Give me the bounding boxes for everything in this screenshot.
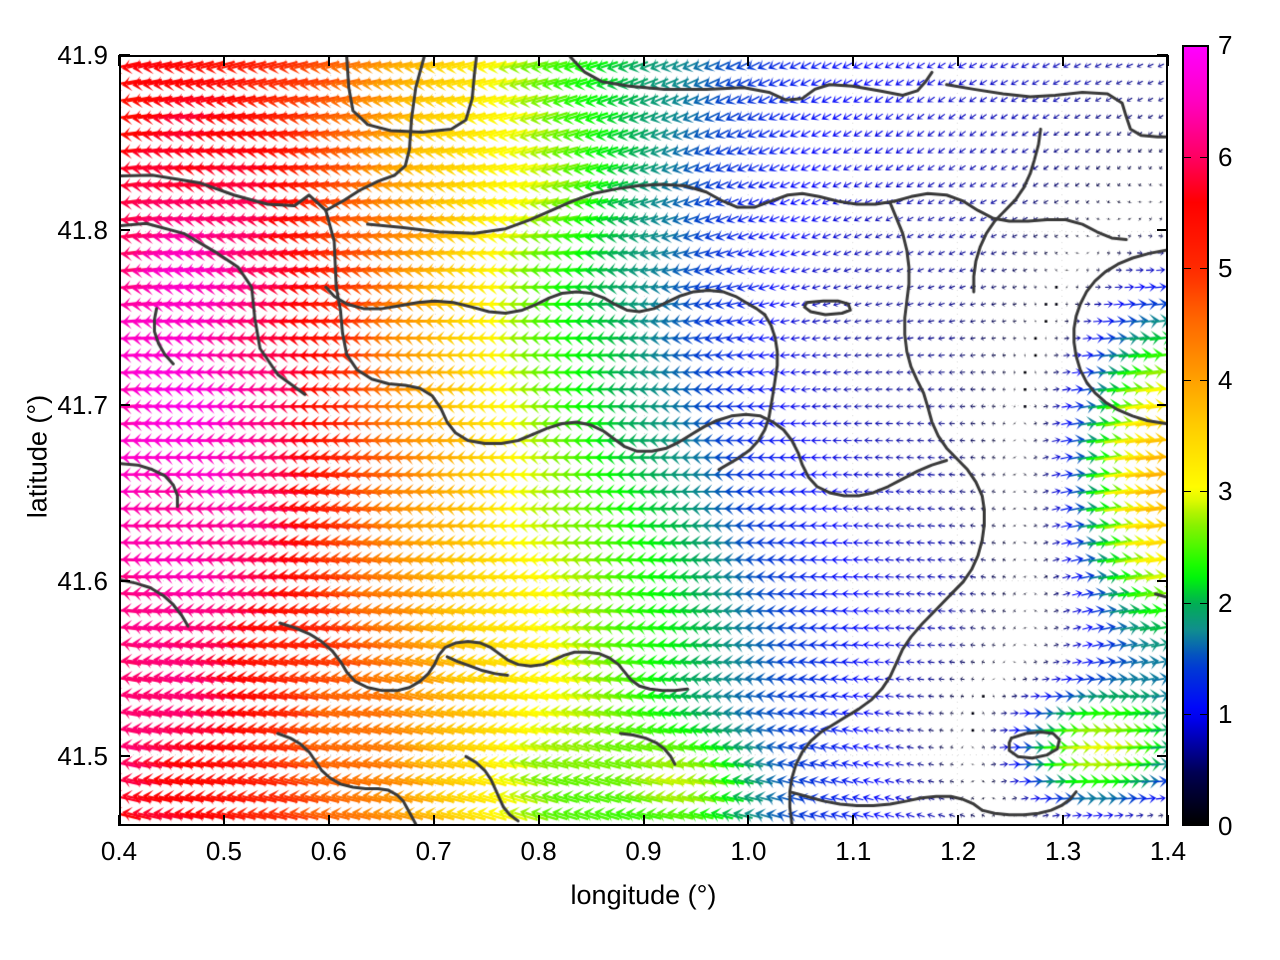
y-tick-label: 41.8 xyxy=(57,215,108,246)
axis-tick-mark xyxy=(957,55,960,66)
colorbar-tick-mark xyxy=(1200,491,1209,493)
y-tick-label: 41.6 xyxy=(57,565,108,596)
x-tick-label: 0.4 xyxy=(100,836,138,866)
x-tick-label: 0.5 xyxy=(205,836,242,866)
axis-tick-mark xyxy=(1062,55,1065,66)
plot-area xyxy=(119,55,1168,826)
colorbar-tick-mark xyxy=(1200,156,1209,158)
wind-vector-field xyxy=(121,57,1166,824)
axis-tick-mark xyxy=(852,55,855,66)
axis-tick-mark xyxy=(747,55,750,66)
axis-tick-mark xyxy=(119,54,130,56)
x-tick-label: 1.0 xyxy=(730,836,767,866)
x-tick-label: 0.7 xyxy=(415,836,452,866)
colorbar-tick-mark xyxy=(1200,602,1209,604)
axis-tick-mark xyxy=(327,55,330,66)
colorbar-gradient xyxy=(1182,45,1209,826)
x-tick-label: 1.4 xyxy=(1149,836,1187,866)
axis-tick-mark xyxy=(1167,815,1169,826)
colorbar-tick-label: 0 xyxy=(1218,811,1233,841)
axis-tick-mark xyxy=(1157,754,1168,757)
axis-tick-mark xyxy=(118,55,120,66)
axis-tick-mark xyxy=(327,815,330,826)
axis-tick-mark xyxy=(852,815,855,826)
axis-tick-mark xyxy=(222,55,225,66)
colorbar-tick-mark xyxy=(1182,602,1191,604)
y-tick-label: 41.5 xyxy=(57,740,108,771)
colorbar-tick-mark xyxy=(1200,714,1209,716)
axis-tick-mark xyxy=(119,404,130,407)
x-tick-label: 0.9 xyxy=(625,836,662,866)
colorbar-tick-label: 2 xyxy=(1218,587,1233,618)
colorbar-tick-mark xyxy=(1200,379,1209,381)
axis-tick-mark xyxy=(432,55,435,66)
axis-tick-mark xyxy=(957,815,960,826)
colorbar-container xyxy=(1182,45,1209,826)
colorbar-tick-label: 4 xyxy=(1218,364,1233,395)
colorbar-tick-label: 5 xyxy=(1218,253,1233,284)
colorbar-tick-mark xyxy=(1182,379,1191,381)
axis-tick-mark xyxy=(1157,54,1168,56)
y-tick-label: 41.9 xyxy=(57,40,108,70)
axis-tick-mark xyxy=(537,815,540,826)
axis-tick-mark xyxy=(119,579,130,582)
colorbar-tick-mark xyxy=(1200,268,1209,270)
x-tick-label: 1.1 xyxy=(835,836,872,866)
axis-tick-mark xyxy=(747,815,750,826)
x-tick-label: 0.6 xyxy=(310,836,347,866)
colorbar-tick-label: 1 xyxy=(1218,699,1233,730)
axis-tick-mark xyxy=(119,229,130,232)
axis-tick-mark xyxy=(119,754,130,757)
x-tick-label: 1.3 xyxy=(1045,836,1082,866)
colorbar-tick-mark xyxy=(1182,268,1191,270)
colorbar-tick-mark xyxy=(1182,491,1191,493)
x-tick-label: 1.2 xyxy=(940,836,977,866)
colorbar-tick-mark xyxy=(1182,714,1191,716)
axis-tick-mark xyxy=(1167,55,1169,66)
colorbar-tick-label: 3 xyxy=(1218,476,1233,507)
axis-tick-mark xyxy=(1062,815,1065,826)
axis-tick-mark xyxy=(642,55,645,66)
x-axis-title: longitude (°) xyxy=(570,880,717,910)
colorbar-tick-label: 7 xyxy=(1218,30,1233,60)
y-axis-title: latitude (°) xyxy=(22,394,53,519)
x-tick-label: 0.8 xyxy=(520,836,557,866)
axis-tick-mark xyxy=(1157,404,1168,407)
axis-tick-mark xyxy=(1157,229,1168,232)
colorbar-tick-mark xyxy=(1182,156,1191,158)
axis-tick-mark xyxy=(537,55,540,66)
colorbar-tick-label: 6 xyxy=(1218,141,1233,172)
axis-tick-mark xyxy=(1157,579,1168,582)
y-tick-label: 41.7 xyxy=(57,390,108,421)
axis-tick-mark xyxy=(642,815,645,826)
axis-tick-mark xyxy=(118,815,120,826)
axis-tick-mark xyxy=(222,815,225,826)
axis-tick-mark xyxy=(432,815,435,826)
